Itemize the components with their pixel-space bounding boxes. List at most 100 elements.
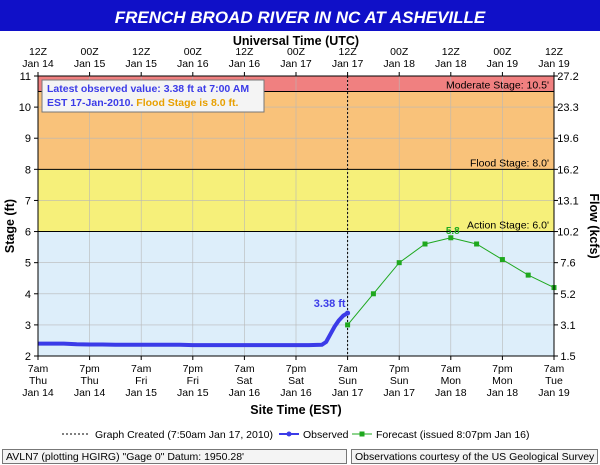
y-tick-label: 2 bbox=[25, 351, 31, 363]
x-tick-day: Tue bbox=[545, 375, 563, 387]
legend-forecast-label: Forecast (issued 8:07pm Jan 16) bbox=[376, 429, 530, 441]
x-axis-title: Site Time (EST) bbox=[250, 403, 341, 417]
y-tick-label: 4 bbox=[25, 289, 31, 301]
footer-gage-info: AVLN7 (plotting HGIRG) "Gage 0" Datum: 1… bbox=[2, 449, 347, 464]
top-tick-date: Jan 18 bbox=[383, 58, 415, 70]
y-axis-left-title: Stage (ft) bbox=[3, 199, 17, 253]
y-tick-label: 9 bbox=[25, 133, 31, 145]
x-tick-day: Thu bbox=[81, 375, 99, 387]
x-tick-time: 7pm bbox=[286, 363, 307, 375]
x-tick-date: Jan 14 bbox=[22, 387, 54, 399]
x-tick-label: 7am Sat Jan 16 bbox=[229, 363, 261, 399]
top-tick-time: 12Z bbox=[29, 46, 48, 58]
threshold-label: Moderate Stage: 10.5' bbox=[446, 80, 549, 92]
x-tick-time: 7am bbox=[544, 363, 565, 375]
top-tick-time: 12Z bbox=[442, 46, 461, 58]
x-tick-label: 7pm Sat Jan 16 bbox=[280, 363, 312, 399]
forecast-point bbox=[396, 260, 402, 266]
y-tick-label: 6 bbox=[25, 227, 31, 239]
y-right-tick-label: 13.1 bbox=[557, 195, 578, 207]
x-tick-date: Jan 16 bbox=[229, 387, 261, 399]
y-tick-label: 7 bbox=[25, 195, 31, 207]
top-tick-date: Jan 19 bbox=[487, 58, 519, 70]
y-right-tick-label: 16.2 bbox=[557, 164, 578, 176]
forecast-point bbox=[499, 257, 505, 263]
x-tick-day: Fri bbox=[135, 375, 147, 387]
top-tick-label: 12Z Jan 18 bbox=[435, 46, 467, 70]
top-tick-time: 00Z bbox=[493, 46, 512, 58]
chart-title: FRENCH BROAD RIVER IN NC AT ASHEVILLE bbox=[115, 8, 486, 27]
latest-observation-box: Latest observed value: 3.38 ft at 7:00 A… bbox=[41, 79, 265, 113]
y-right-tick-label: 1.5 bbox=[560, 351, 575, 363]
y-tick-label: 10 bbox=[19, 102, 31, 114]
x-tick-label: 7am Tue Jan 19 bbox=[538, 363, 570, 399]
top-tick-label: 12Z Jan 17 bbox=[332, 46, 364, 70]
x-tick-date: Jan 19 bbox=[538, 387, 570, 399]
top-tick-date: Jan 16 bbox=[177, 58, 209, 70]
top-tick-label: 00Z Jan 18 bbox=[383, 46, 415, 70]
x-tick-day: Sat bbox=[237, 375, 253, 387]
threshold-label: Action Stage: 6.0' bbox=[467, 220, 549, 232]
x-tick-day: Mon bbox=[441, 375, 462, 387]
y-right-tick-label: 7.6 bbox=[560, 258, 575, 270]
top-tick-time: 00Z bbox=[184, 46, 203, 58]
forecast-point bbox=[474, 241, 480, 247]
x-tick-label: 7pm Mon Jan 18 bbox=[487, 363, 519, 399]
x-tick-label: 7pm Thu Jan 14 bbox=[74, 363, 106, 399]
forecast-point bbox=[422, 241, 428, 247]
info-line-2: EST 17-Jan-2010. Flood Stage is 8.0 ft. bbox=[47, 97, 238, 109]
y-right-tick-label: 5.2 bbox=[560, 289, 575, 301]
top-tick-time: 00Z bbox=[390, 46, 409, 58]
title-bar bbox=[0, 0, 600, 31]
observed-line bbox=[38, 311, 349, 348]
top-tick-label: 12Z Jan 16 bbox=[229, 46, 261, 70]
top-tick-time: 12Z bbox=[339, 46, 358, 58]
y-right-tick-label: 19.6 bbox=[557, 133, 578, 145]
y-tick-label: 8 bbox=[25, 164, 31, 176]
x-tick-label: 7am Thu Jan 14 bbox=[22, 363, 54, 399]
x-tick-time: 7am bbox=[131, 363, 152, 375]
info-line-1: Latest observed value: 3.38 ft at 7:00 A… bbox=[47, 83, 249, 95]
y-tick-label: 3 bbox=[25, 320, 31, 332]
x-tick-date: Jan 17 bbox=[383, 387, 415, 399]
threshold-label: Flood Stage: 8.0' bbox=[470, 157, 549, 169]
y-right-tick-label: 10.2 bbox=[557, 227, 578, 239]
x-tick-date: Jan 14 bbox=[74, 387, 106, 399]
top-tick-time: 12Z bbox=[545, 46, 564, 58]
top-axis-title: Universal Time (UTC) bbox=[233, 34, 359, 48]
x-tick-date: Jan 18 bbox=[435, 387, 467, 399]
top-tick-date: Jan 17 bbox=[332, 58, 364, 70]
x-tick-time: 7pm bbox=[79, 363, 100, 375]
top-tick-date: Jan 15 bbox=[74, 58, 106, 70]
legend-observed-marker bbox=[286, 431, 292, 437]
forecast-point bbox=[345, 322, 351, 328]
x-tick-day: Sun bbox=[338, 375, 357, 387]
x-tick-time: 7am bbox=[234, 363, 255, 375]
top-tick-date: Jan 16 bbox=[229, 58, 261, 70]
x-tick-day: Sun bbox=[390, 375, 409, 387]
x-tick-label: 7am Fri Jan 15 bbox=[125, 363, 157, 399]
x-tick-day: Fri bbox=[187, 375, 199, 387]
top-tick-date: Jan 15 bbox=[125, 58, 157, 70]
x-tick-day: Thu bbox=[29, 375, 47, 387]
top-tick-date: Jan 19 bbox=[538, 58, 570, 70]
top-tick-time: 12Z bbox=[235, 46, 254, 58]
observed-value-label: 3.38 ft bbox=[314, 298, 346, 310]
top-tick-label: 00Z Jan 19 bbox=[487, 46, 519, 70]
y-axis-right-title: Flow (kcfs) bbox=[587, 193, 600, 258]
top-tick-label: 00Z Jan 17 bbox=[280, 46, 312, 70]
legend-forecast-marker bbox=[359, 431, 365, 437]
x-tick-date: Jan 17 bbox=[332, 387, 364, 399]
hydrograph-chart: FRENCH BROAD RIVER IN NC AT ASHEVILLE Un… bbox=[0, 0, 600, 441]
x-tick-time: 7am bbox=[441, 363, 462, 375]
y-right-tick-label: 3.1 bbox=[560, 320, 575, 332]
plot-frame bbox=[37, 75, 555, 357]
legend-created-label: Graph Created (7:50am Jan 17, 2010) bbox=[95, 429, 273, 441]
top-tick-date: Jan 17 bbox=[280, 58, 312, 70]
top-tick-time: 12Z bbox=[132, 46, 151, 58]
y-tick-label: 5 bbox=[25, 258, 31, 270]
y-tick-label: 11 bbox=[20, 71, 31, 83]
x-tick-time: 7am bbox=[337, 363, 358, 375]
y-right-tick-label: 27.2 bbox=[557, 71, 578, 83]
x-tick-time: 7pm bbox=[492, 363, 513, 375]
